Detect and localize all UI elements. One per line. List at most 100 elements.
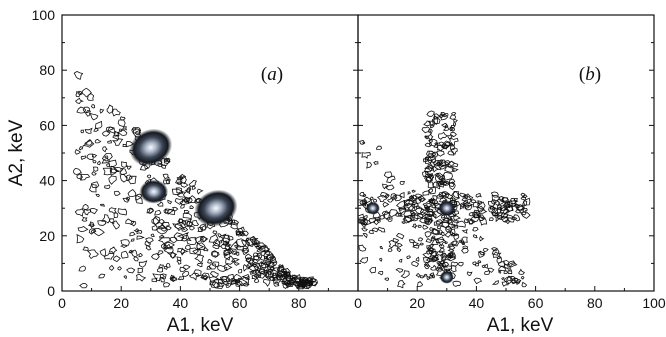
contour-line	[478, 250, 486, 256]
contour-line	[88, 221, 95, 228]
contour-line	[411, 223, 419, 229]
contour-line	[89, 112, 99, 121]
contour-line	[181, 226, 189, 232]
peak-blob	[139, 179, 169, 204]
contour-line	[428, 173, 434, 177]
contour-line	[166, 251, 178, 259]
contour-line	[253, 243, 260, 248]
contour-line	[402, 215, 416, 224]
contour-line	[392, 238, 400, 244]
contour-line	[484, 270, 490, 275]
contour-line	[443, 265, 453, 272]
contour-line	[363, 214, 368, 221]
contour-line	[472, 261, 477, 266]
panel-letter-a: a	[267, 64, 277, 85]
contour-line	[219, 276, 228, 283]
contour-line	[463, 218, 469, 224]
contour-line	[453, 234, 460, 240]
contour-line	[183, 196, 191, 203]
contour-line	[447, 150, 455, 156]
contour-line	[102, 167, 113, 176]
contour-line	[186, 237, 197, 246]
contour-line	[434, 238, 447, 247]
contour-line	[137, 252, 143, 258]
contour-line	[230, 257, 240, 262]
contour-line	[428, 139, 433, 143]
contour-line	[427, 153, 435, 158]
contour-line	[503, 260, 510, 266]
contour-line	[87, 249, 99, 260]
contour-line	[191, 186, 197, 190]
contour-line	[127, 175, 137, 185]
contour-line	[130, 238, 135, 242]
contour-line	[440, 180, 445, 185]
contour-line	[166, 157, 171, 163]
contour-line	[426, 275, 432, 281]
contour-line	[287, 281, 294, 287]
contour-line	[156, 267, 164, 273]
contour-line	[225, 255, 236, 265]
contour-line	[447, 248, 455, 253]
contour-line	[108, 246, 118, 255]
contour-line	[236, 231, 242, 237]
contour-line	[123, 275, 128, 280]
contour-line	[176, 181, 183, 185]
contour-line	[165, 208, 174, 215]
contour-line	[466, 218, 474, 224]
contour-line	[450, 261, 459, 267]
contour-line	[152, 273, 166, 282]
contour-line	[450, 125, 456, 129]
contour-line	[381, 210, 389, 216]
contour-line	[211, 251, 220, 258]
contour-line	[82, 139, 95, 148]
contour-line	[276, 270, 287, 279]
contour-line	[163, 242, 175, 249]
contour-line	[447, 243, 454, 248]
contour-line	[440, 255, 448, 261]
contour-line	[266, 265, 275, 271]
contour-line	[422, 249, 432, 259]
contour-line	[444, 123, 449, 129]
contour-line	[441, 140, 452, 150]
contour-line	[169, 276, 174, 281]
contour-line	[259, 245, 271, 252]
contour-line	[167, 199, 173, 205]
contour-line	[433, 257, 439, 262]
contour-line	[272, 276, 278, 282]
contour-line	[427, 186, 437, 195]
contour-line	[411, 189, 417, 193]
contour-line	[98, 273, 106, 279]
contour-line	[176, 259, 182, 265]
contour-line	[438, 244, 445, 249]
contour-line	[237, 268, 243, 274]
contour-line	[462, 245, 469, 249]
contour-line	[478, 216, 488, 226]
contour-line	[441, 217, 452, 223]
contour-line	[430, 264, 437, 271]
contour-line	[375, 145, 383, 150]
contour-line	[76, 233, 85, 244]
contour-line	[235, 238, 247, 248]
contour-line	[242, 263, 251, 272]
contour-line	[438, 141, 448, 149]
contour-line	[440, 221, 451, 229]
contour-line	[106, 140, 113, 144]
contour-line	[223, 249, 231, 257]
contour-line	[109, 264, 115, 271]
contour-line	[231, 250, 238, 255]
contour-line	[157, 237, 171, 245]
contour-line	[169, 236, 178, 244]
x-tick-label: 80	[291, 295, 307, 311]
contour-line	[396, 248, 402, 253]
contour-line	[430, 158, 437, 164]
contour-line	[418, 224, 422, 228]
contour-line	[196, 188, 204, 195]
contour-line	[461, 247, 469, 254]
contour-line	[162, 282, 171, 288]
contour-line	[383, 211, 391, 220]
contour-line	[519, 211, 531, 219]
x-axis-title-a: A1, keV	[167, 315, 234, 336]
contour-line	[91, 171, 97, 176]
contour-line	[413, 213, 424, 220]
contour-line	[447, 160, 459, 169]
